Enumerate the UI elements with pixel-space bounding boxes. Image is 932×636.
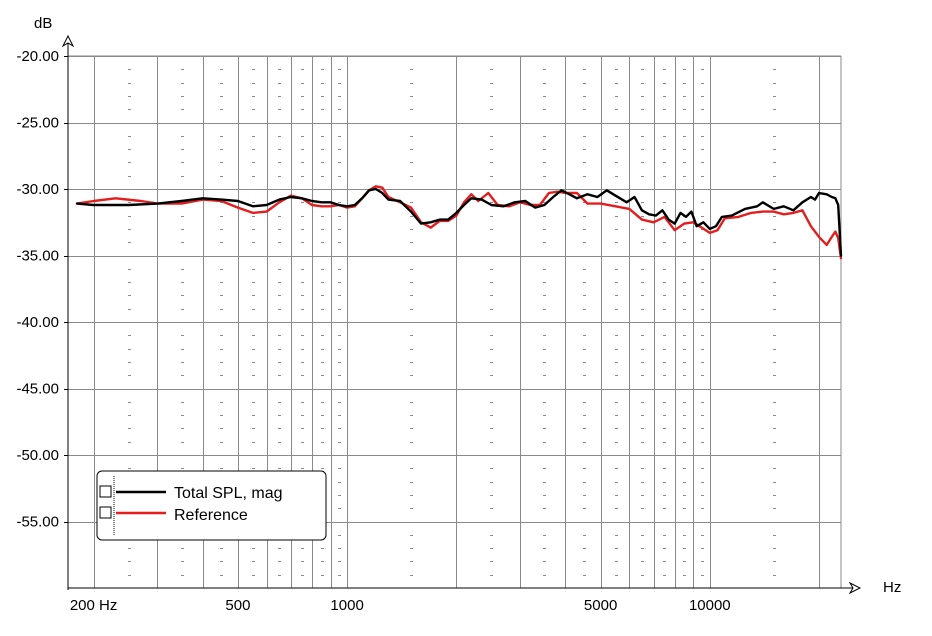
series-line-total-spl [75, 187, 843, 257]
legend-label-reference: Reference [174, 507, 248, 524]
x-axis-label: Hz [883, 579, 901, 596]
y-tick-label: -20.00 [16, 48, 59, 65]
legend-label-total-spl: Total SPL, mag [174, 485, 283, 502]
y-axis-label: dB [34, 15, 52, 32]
axes [61, 34, 862, 595]
y-tick-label: -35.00 [16, 248, 59, 265]
x-tick-label: 200 Hz [70, 597, 118, 614]
y-tick-label: -50.00 [16, 447, 59, 464]
y-tick-label: -55.00 [16, 514, 59, 531]
x-tick-label: 10000 [689, 597, 731, 614]
y-tick-label: -45.00 [16, 381, 59, 398]
x-tick-label: 1000 [330, 597, 363, 614]
legend-box [96, 470, 327, 541]
y-axis-arrow [61, 34, 75, 48]
series-lines [75, 185, 843, 260]
legend: Total SPL, mag Reference [96, 470, 327, 541]
legend-checkbox-total-spl[interactable] [99, 485, 112, 498]
x-tick-label: 500 [225, 597, 250, 614]
tick-labels: -20.00 -25.00 -30.00 -35.00 -40.00 -45.00 -50.… [16, 48, 730, 614]
x-axis-arrow [848, 581, 862, 595]
legend-checkbox-reference[interactable] [99, 506, 112, 519]
y-tick-label: -40.00 [16, 314, 59, 331]
y-tick-label: -30.00 [16, 181, 59, 198]
x-tick-label: 5000 [584, 597, 617, 614]
series-line-reference [75, 185, 843, 260]
y-tick-label: -25.00 [16, 115, 59, 132]
